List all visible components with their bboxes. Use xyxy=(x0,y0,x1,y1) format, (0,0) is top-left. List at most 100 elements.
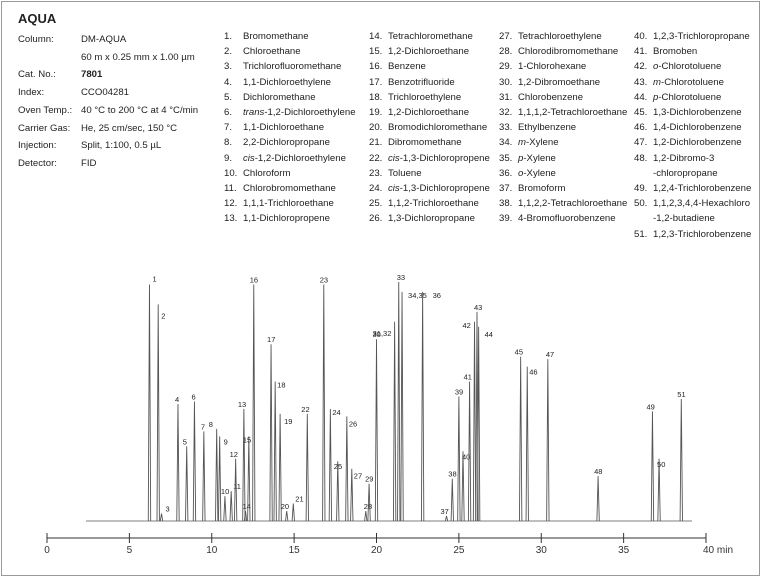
compound-number: 11. xyxy=(224,183,237,195)
peak-label: 30 xyxy=(373,330,381,339)
compound-name: 1,2-Dibromoethane xyxy=(518,76,601,88)
compound-name: 4-Bromofluorobenzene xyxy=(518,213,616,225)
compound-number: 29. xyxy=(499,61,513,73)
peak-29 xyxy=(367,483,371,522)
compound-name: Chlorodibromomethane xyxy=(518,46,619,58)
compound-item: 6. trans-1,2-Dichloroethylene xyxy=(224,105,356,120)
compound-name: Bromoform xyxy=(518,183,566,195)
x-tick-label: 20 xyxy=(371,545,383,556)
compound-name: Tetrachloroethylene xyxy=(518,31,602,42)
peak-17 xyxy=(269,344,273,522)
peak-31-32 xyxy=(392,321,397,522)
compound-number: 44. xyxy=(634,91,648,103)
compound-name: 1,1,1-Trichloroethane xyxy=(243,198,334,210)
compound-number: 20. xyxy=(369,122,383,134)
compound-name: Benzotrifluoride xyxy=(388,76,455,88)
compound-item: -chloropropane xyxy=(634,166,751,181)
compound-name: o-Xylene xyxy=(518,167,556,179)
compound-item: 29. 1-Chlorohexane xyxy=(499,59,627,74)
compound-name: p-Xylene xyxy=(518,152,556,164)
peak-label: 2 xyxy=(161,311,165,320)
peak-50 xyxy=(657,458,661,522)
peak-label: 4 xyxy=(175,395,179,404)
compound-item: 41. Bromoben xyxy=(634,44,751,59)
compound-name: -chloropropane xyxy=(653,167,718,179)
peak-23 xyxy=(322,284,326,522)
compound-name: 1,2,4-Trichlorobenzene xyxy=(653,183,752,195)
peak-30 xyxy=(374,339,379,522)
peak-label: 43 xyxy=(474,303,482,312)
peak-51 xyxy=(679,398,683,522)
peak-3 xyxy=(159,513,164,522)
compound-column: 14. Tetrachloromethane 15. 1,2-Dichloroetha… xyxy=(369,29,490,227)
peak-label: 44 xyxy=(485,330,493,339)
compound-item: 11. Chlorobromomethane xyxy=(224,181,356,196)
compound-number: 18. xyxy=(369,91,383,103)
peak-20 xyxy=(285,510,289,522)
compound-name: 1,2-Dibromo-3 xyxy=(653,152,715,164)
compound-number: 36. xyxy=(499,167,513,179)
peak-label: 21 xyxy=(295,495,303,504)
compound-number: 38. xyxy=(499,198,513,210)
compound-item: 17. Benzotrifluoride xyxy=(369,75,490,90)
peak-label: 39 xyxy=(455,388,463,397)
compound-item: 33. Ethylbenzene xyxy=(499,120,627,135)
compound-item: 43. m-Chlorotoluene xyxy=(634,75,751,90)
info-value: FID xyxy=(81,157,97,169)
x-tick-label: 10 xyxy=(206,545,218,556)
compound-column: 40. 1,2,3-Trichloropropane 41. Bromoben 42. o… xyxy=(634,29,751,242)
compound-number: 13. xyxy=(224,213,238,225)
info-value: 40 °C to 200 °C at 4 °C/min xyxy=(81,104,199,116)
peak-44 xyxy=(476,326,481,522)
compound-name: Chlorobromomethane xyxy=(243,183,336,195)
peak-label: 50 xyxy=(657,460,665,469)
peak-label: 17 xyxy=(267,335,275,344)
compound-number: 50. xyxy=(634,198,648,210)
compound-name: Benzene xyxy=(388,61,426,73)
info-value: CCO04281 xyxy=(81,87,129,99)
compound-item: 16. Benzene xyxy=(369,59,490,74)
peak-42 xyxy=(472,321,477,522)
compound-item: 2. Chloroethane xyxy=(224,44,356,59)
compound-name: Trichloroethylene xyxy=(388,91,462,103)
compound-item: 21. Dibromomethane xyxy=(369,135,490,150)
compound-name: cis-1,3-Dichloropropene xyxy=(388,152,490,164)
peak-label: 8 xyxy=(209,420,213,429)
compound-item: 45. 1,3-Dichlorobenzene xyxy=(634,105,751,120)
compound-item: 27. Tetrachloroethylene xyxy=(499,29,627,44)
peak-36 xyxy=(420,291,425,522)
peak-8 xyxy=(215,428,219,522)
info-value: 7801 xyxy=(81,69,103,81)
peak-label: 10 xyxy=(221,487,229,496)
peak-24 xyxy=(328,408,333,522)
compound-number: 35. xyxy=(499,152,513,164)
compound-name: 1,1,2,2-Tetrachloroethane xyxy=(518,198,628,210)
peak-2 xyxy=(156,304,160,522)
peak-label: 7 xyxy=(201,422,205,431)
compound-item: 34. m-Xylene xyxy=(499,135,627,150)
compound-number: 42. xyxy=(634,61,648,73)
compound-number: 33. xyxy=(499,122,513,134)
peak-14 xyxy=(243,510,248,522)
peak-12 xyxy=(233,458,238,522)
compound-name: -1,2-butadiene xyxy=(653,213,715,225)
peak-label: 27 xyxy=(354,472,362,481)
compound-number: 5. xyxy=(224,91,233,103)
compound-item: 15. 1,2-Dichloroethane xyxy=(369,44,490,59)
compound-name: 1,2-Dichloroethane xyxy=(388,107,470,119)
compound-number: 21. xyxy=(369,137,383,149)
peak-25 xyxy=(336,461,340,522)
compound-name: cis-1,3-Dichloropropene xyxy=(388,183,490,195)
info-row: Injection: Split, 1:100, 0.5 µL xyxy=(18,137,198,155)
compound-item: 5. Dichloromethane xyxy=(224,90,356,105)
compound-column: 27. Tetrachloroethylene 28. Chlorodibromome… xyxy=(499,29,627,227)
peak-48 xyxy=(596,476,600,522)
peak-label: 46 xyxy=(529,368,537,377)
peak-9 xyxy=(218,436,222,522)
info-row: Column: DM-AQUA xyxy=(18,31,198,49)
info-row: Detector: FID xyxy=(18,155,198,173)
compound-item: 31. Chlorobenzene xyxy=(499,90,627,105)
compound-name: Dibromomethane xyxy=(388,137,462,149)
